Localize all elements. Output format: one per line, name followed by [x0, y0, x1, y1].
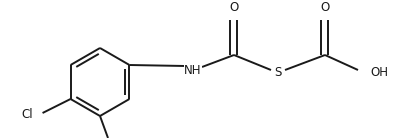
Text: Cl: Cl	[21, 108, 33, 121]
Text: O: O	[320, 1, 329, 14]
Text: NH: NH	[184, 64, 201, 78]
Text: OH: OH	[369, 66, 387, 79]
Text: S: S	[274, 66, 281, 79]
Text: O: O	[229, 1, 238, 14]
